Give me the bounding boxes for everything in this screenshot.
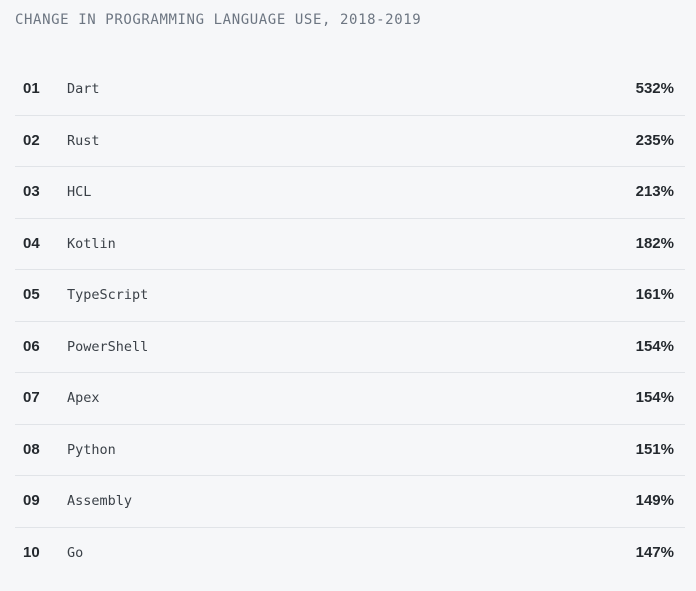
language-name: Rust bbox=[67, 132, 100, 149]
rank-number: 02 bbox=[23, 131, 40, 149]
rank-number: 06 bbox=[23, 337, 40, 355]
table-row: 02 Rust 235% bbox=[15, 116, 685, 167]
language-name: HCL bbox=[67, 184, 92, 200]
table-row: 09 Assembly 149% bbox=[15, 476, 685, 528]
rank-number: 05 bbox=[23, 286, 40, 303]
table-row: 01 Dart 532% bbox=[15, 64, 685, 116]
table-row: 06 PowerShell 154% bbox=[15, 322, 685, 373]
rank-number: 07 bbox=[23, 389, 40, 406]
language-name: PowerShell bbox=[67, 338, 149, 355]
percent-change: 532% bbox=[635, 80, 674, 97]
language-name: Go bbox=[67, 544, 84, 561]
language-name: Apex bbox=[67, 390, 100, 406]
table-row: 08 Python 151% bbox=[15, 425, 685, 476]
percent-change: 213% bbox=[635, 183, 674, 200]
table-row: 05 TypeScript 161% bbox=[15, 270, 685, 322]
language-name: Python bbox=[67, 441, 116, 458]
table-row: 04 Kotlin 182% bbox=[15, 219, 685, 270]
percent-change: 161% bbox=[635, 286, 674, 303]
percent-change: 151% bbox=[635, 440, 674, 458]
language-name: Assembly bbox=[67, 493, 133, 509]
table-row: 10 Go 147% bbox=[15, 528, 685, 580]
percent-change: 154% bbox=[635, 389, 674, 406]
rank-number: 10 bbox=[23, 543, 40, 561]
rank-number: 03 bbox=[23, 183, 40, 200]
language-name: Kotlin bbox=[67, 235, 116, 252]
percent-change: 154% bbox=[635, 337, 674, 355]
percent-change: 147% bbox=[635, 543, 674, 561]
percent-change: 149% bbox=[635, 492, 674, 509]
table-row: 03 HCL 213% bbox=[15, 167, 685, 219]
rank-number: 09 bbox=[23, 492, 40, 509]
rank-number: 08 bbox=[23, 440, 40, 458]
table-row: 07 Apex 154% bbox=[15, 373, 685, 425]
language-name: Dart bbox=[67, 81, 100, 97]
chart-title: CHANGE IN PROGRAMMING LANGUAGE USE, 2018… bbox=[15, 12, 422, 28]
ranking-table: 01 Dart 532% 02 Rust 235% 03 HCL 213% 04 Kotlin 182… bbox=[15, 64, 685, 579]
rank-number: 04 bbox=[23, 234, 40, 252]
percent-change: 235% bbox=[635, 131, 674, 149]
percent-change: 182% bbox=[635, 234, 674, 252]
language-name: TypeScript bbox=[67, 287, 149, 303]
rank-number: 01 bbox=[23, 80, 40, 97]
